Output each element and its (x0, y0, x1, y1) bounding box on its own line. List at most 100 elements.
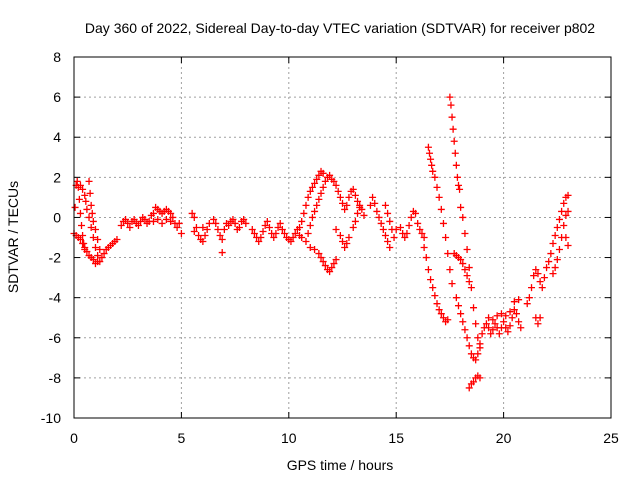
data-point (98, 254, 106, 262)
data-point (154, 215, 162, 223)
y-tick-label: 4 (53, 129, 61, 145)
data-point (474, 350, 482, 358)
data-point (210, 215, 218, 223)
data-point (459, 318, 467, 326)
data-point (319, 183, 327, 191)
data-point (534, 270, 542, 278)
data-point (536, 278, 544, 286)
data-point (476, 344, 484, 352)
data-point (281, 229, 289, 237)
plot-border (73, 56, 612, 419)
data-point (126, 223, 134, 231)
data-point (201, 231, 209, 239)
data-point (300, 209, 308, 217)
data-point (437, 205, 445, 213)
data-point (83, 248, 91, 256)
data-point (366, 201, 374, 209)
data-point (141, 215, 149, 223)
data-point (225, 221, 233, 229)
data-point (214, 225, 222, 233)
data-point (332, 225, 340, 233)
data-point (538, 284, 546, 292)
data-point (330, 260, 338, 268)
data-point (384, 209, 392, 217)
x-tick-label: 20 (496, 430, 512, 446)
data-point (392, 225, 400, 233)
data-point (545, 258, 553, 266)
data-point (76, 209, 84, 217)
data-point (454, 181, 462, 189)
data-point (257, 234, 265, 241)
data-point (167, 209, 175, 217)
data-point (169, 213, 177, 221)
data-point (448, 280, 456, 288)
data-point (79, 240, 87, 248)
data-point (465, 278, 473, 286)
data-point (543, 264, 551, 272)
y-tick-label: -10 (41, 410, 61, 426)
data-point (313, 175, 321, 183)
data-point (447, 101, 455, 109)
data-point (124, 219, 132, 227)
x-tick-label: 5 (178, 430, 186, 446)
data-point (515, 318, 523, 326)
x-tick-label: 10 (281, 430, 297, 446)
data-point (240, 215, 248, 223)
data-point (551, 264, 559, 272)
data-point (457, 203, 465, 211)
data-point (195, 231, 203, 239)
data-point (261, 221, 269, 229)
data-point (482, 320, 490, 328)
data-point (377, 219, 385, 227)
data-point (384, 238, 392, 246)
data-point (321, 177, 329, 185)
data-point (328, 264, 336, 272)
data-point (429, 284, 437, 292)
data-point (220, 225, 228, 233)
data-point (437, 310, 445, 318)
data-point (433, 300, 441, 308)
data-point (467, 350, 475, 358)
data-point (428, 161, 436, 169)
data-point (332, 256, 340, 264)
data-point (250, 229, 258, 237)
data-point (89, 256, 97, 264)
data-point (451, 149, 459, 157)
data-point (453, 173, 461, 181)
data-point (137, 217, 145, 225)
data-point (551, 231, 559, 239)
data-point (454, 302, 462, 310)
data-point (326, 171, 334, 179)
data-point (85, 177, 93, 185)
y-tick-labels: -10 -8 -6 -4 -2 0 2 4 6 8 (41, 49, 61, 426)
data-point (564, 191, 572, 199)
data-point (506, 322, 514, 330)
data-point (461, 266, 469, 274)
data-point (433, 183, 441, 191)
data-point (76, 181, 84, 189)
data-point (319, 258, 327, 266)
y-tick-label: 6 (53, 89, 61, 105)
data-point (467, 284, 475, 292)
data-point (360, 211, 368, 219)
data-point (457, 310, 465, 318)
data-point (235, 223, 243, 231)
data-point (265, 223, 273, 231)
data-point (326, 268, 334, 276)
data-point (71, 203, 79, 211)
data-point (489, 326, 497, 334)
data-point (444, 250, 452, 258)
data-point (255, 238, 263, 246)
data-point (173, 223, 181, 231)
data-point (343, 240, 351, 248)
data-point (403, 229, 411, 237)
data-point (94, 252, 102, 260)
data-point (94, 236, 102, 244)
data-point (274, 223, 282, 231)
axis-ticks (73, 56, 612, 419)
data-point (386, 217, 394, 225)
data-point (117, 221, 125, 229)
data-point (512, 310, 520, 318)
data-point (381, 231, 389, 239)
data-point (491, 320, 499, 328)
